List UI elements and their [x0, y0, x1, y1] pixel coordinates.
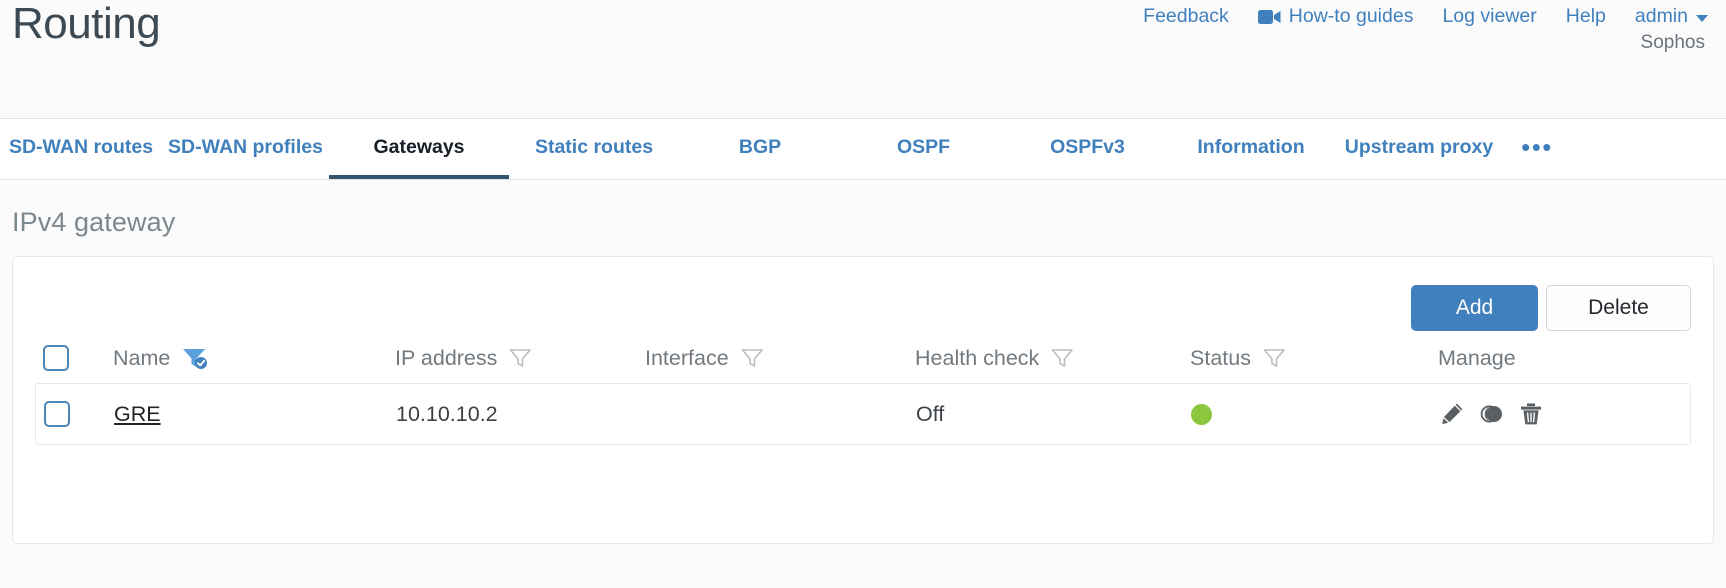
feedback-label: Feedback [1143, 5, 1229, 27]
help-link[interactable]: Help [1566, 5, 1606, 28]
tab-bgp[interactable]: BGP [738, 135, 782, 158]
col-name-label: Name [113, 345, 171, 370]
tenant-label: Sophos [1640, 32, 1705, 53]
col-interface-label: Interface [645, 345, 729, 370]
header-links: Feedback How-to guides Log viewer Help a… [1143, 5, 1708, 28]
col-manage-label: Manage [1438, 345, 1516, 370]
col-status-label: Status [1190, 345, 1251, 370]
add-button[interactable]: Add [1411, 285, 1538, 331]
gateway-name-link[interactable]: GRE [114, 401, 161, 426]
tab-overflow-menu-icon[interactable]: ••• [1521, 131, 1553, 162]
tab-upstream-proxy[interactable]: Upstream proxy [1344, 135, 1494, 158]
log-viewer-link[interactable]: Log viewer [1442, 5, 1536, 28]
log-viewer-label: Log viewer [1442, 5, 1537, 27]
page-title: Routing [12, 0, 161, 48]
tab-sd-wan-profiles[interactable]: SD-WAN profiles [168, 135, 323, 158]
col-ip-address-label: IP address [395, 345, 498, 370]
page-header: Routing Feedback How-to guides Log viewe… [0, 0, 1726, 118]
col-interface: Interface [645, 331, 915, 383]
table-row[interactable]: GRE 10.10.10.2 Off [36, 384, 1690, 444]
row-status-cell [1191, 384, 1439, 444]
filter-icon[interactable] [740, 346, 765, 370]
filter-active-icon[interactable] [181, 346, 209, 370]
table-header: Name IP address [35, 331, 1691, 383]
table-toolbar: Add Delete [35, 257, 1691, 331]
how-to-guides-label: How-to guides [1288, 5, 1414, 27]
col-name: Name [113, 331, 395, 383]
trash-icon[interactable] [1518, 401, 1544, 427]
col-health-check-label: Health check [915, 345, 1040, 370]
row-select-cell [36, 384, 114, 444]
table-body: GRE 10.10.10.2 Off [35, 383, 1691, 445]
gateway-table: Name IP address [35, 331, 1691, 383]
feedback-link[interactable]: Feedback [1143, 5, 1229, 28]
table-header-row: Name IP address [35, 331, 1691, 383]
col-status: Status [1190, 331, 1438, 383]
clone-icon[interactable] [1478, 402, 1505, 426]
col-select-all [35, 331, 113, 383]
delete-button[interactable]: Delete [1546, 285, 1691, 331]
edit-pencil-icon[interactable] [1439, 401, 1465, 427]
col-ip-address: IP address [395, 331, 645, 383]
how-to-guides-link[interactable]: How-to guides [1257, 5, 1414, 28]
tab-sd-wan-routes[interactable]: SD-WAN routes [8, 135, 154, 158]
gateway-table-card: Add Delete Name [12, 256, 1714, 544]
tab-information[interactable]: Information [1197, 135, 1305, 158]
status-badge [1191, 403, 1212, 425]
user-menu-label: admin [1634, 5, 1688, 27]
filter-icon[interactable] [1050, 346, 1075, 370]
help-label: Help [1565, 5, 1606, 27]
filter-icon[interactable] [1262, 346, 1287, 370]
select-all-checkbox[interactable] [43, 345, 69, 371]
row-checkbox[interactable] [44, 401, 70, 427]
section-title: IPv4 gateway [12, 207, 176, 237]
tab-ospf[interactable]: OSPF [896, 135, 951, 158]
tab-static-routes[interactable]: Static routes [534, 135, 654, 158]
tab-ospfv3[interactable]: OSPFv3 [1050, 135, 1125, 158]
tab-gateways[interactable]: Gateways [329, 119, 509, 179]
chevron-down-icon [1696, 14, 1708, 22]
row-ip-cell: 10.10.10.2 [396, 384, 646, 444]
row-interface-cell [646, 384, 916, 444]
row-manage-cell [1439, 384, 1690, 444]
col-manage: Manage [1438, 331, 1691, 383]
video-camera-icon [1257, 9, 1281, 25]
row-health-cell: Off [916, 384, 1191, 444]
filter-icon[interactable] [508, 346, 533, 370]
user-menu[interactable]: admin [1635, 5, 1708, 28]
tab-bar: SD-WAN routes SD-WAN profiles Gateways S… [0, 118, 1726, 180]
col-health-check: Health check [915, 331, 1190, 383]
row-name-cell: GRE [114, 384, 396, 444]
